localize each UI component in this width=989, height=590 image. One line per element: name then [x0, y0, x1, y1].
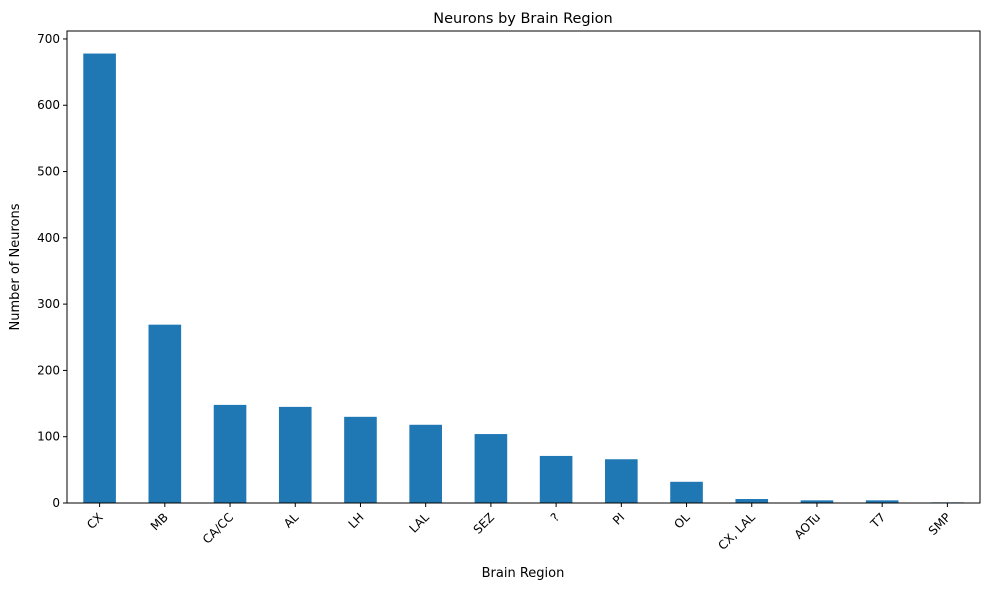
bar-sez: [474, 434, 508, 503]
y-axis-label: Number of Neurons: [8, 203, 23, 330]
bar-ca-cc: [213, 404, 247, 503]
bar-t7: [865, 500, 899, 503]
y-axis: 0 100 200 300 400 500 600 700: [37, 32, 67, 510]
x-tick-label: AL: [281, 510, 302, 531]
bar--: [539, 455, 573, 503]
x-axis-label: Brain Region: [482, 566, 565, 581]
bar-cx: [83, 53, 116, 503]
y-tick-label: 0: [52, 496, 60, 510]
bar-al: [278, 406, 312, 503]
bar-lal: [409, 424, 442, 503]
y-tick-label: 300: [37, 297, 60, 311]
x-tick-label: T7: [867, 510, 888, 531]
y-tick-label: 400: [37, 231, 60, 245]
x-tick-label: LH: [346, 510, 367, 531]
y-tick-label: 500: [37, 165, 60, 179]
plot-frame: [66, 30, 981, 504]
chart-title: Neurons by Brain Region: [433, 11, 612, 27]
y-tick-label: 100: [37, 430, 60, 444]
x-tick-label: PI: [610, 510, 628, 528]
bar-lh: [344, 416, 377, 503]
y-tick-label: 200: [37, 363, 60, 377]
x-tick-label: MB: [148, 510, 171, 533]
bar-aotu: [800, 500, 834, 503]
bar-pi: [605, 459, 638, 503]
x-tick-label: LAL: [406, 510, 432, 536]
y-tick-label: 600: [37, 98, 60, 112]
x-tick-label: OL: [671, 510, 693, 532]
x-tick-label: CX, LAL: [715, 510, 758, 553]
x-tick-label: AOTu: [792, 510, 824, 542]
bar-ol: [670, 481, 703, 503]
bar-cx-lal: [735, 499, 769, 503]
bars-group: [83, 53, 964, 503]
x-tick-label: SEZ: [471, 510, 497, 536]
x-tick-label: SMP: [926, 510, 954, 538]
x-tick-label: CA/CC: [200, 510, 236, 546]
y-tick-label: 700: [37, 32, 60, 46]
x-axis: CX MB CA/CC AL LH LAL SEZ? PI OL CX, LAL AOTu T7 SMP: [84, 503, 954, 553]
bar-mb: [148, 324, 182, 503]
x-tick-label: ?: [548, 510, 562, 524]
x-tick-label: CX: [84, 510, 106, 532]
